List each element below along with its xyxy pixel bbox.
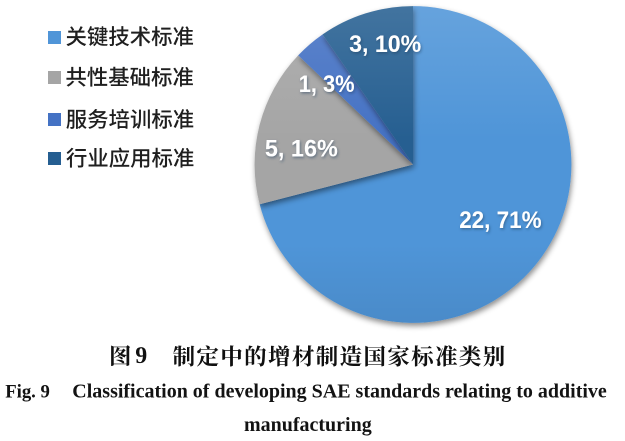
svg-text:22, 71%: 22, 71% [459, 207, 541, 234]
svg-text:1, 3%: 1, 3% [299, 71, 355, 98]
svg-text:Classification of developing S: Classification of developing SAE standar… [72, 381, 607, 403]
svg-text:Fig. 9: Fig. 9 [5, 382, 50, 403]
svg-text:3, 10%: 3, 10% [349, 31, 421, 58]
svg-text:manufacturing: manufacturing [244, 414, 372, 436]
svg-text:5, 16%: 5, 16% [265, 135, 338, 162]
